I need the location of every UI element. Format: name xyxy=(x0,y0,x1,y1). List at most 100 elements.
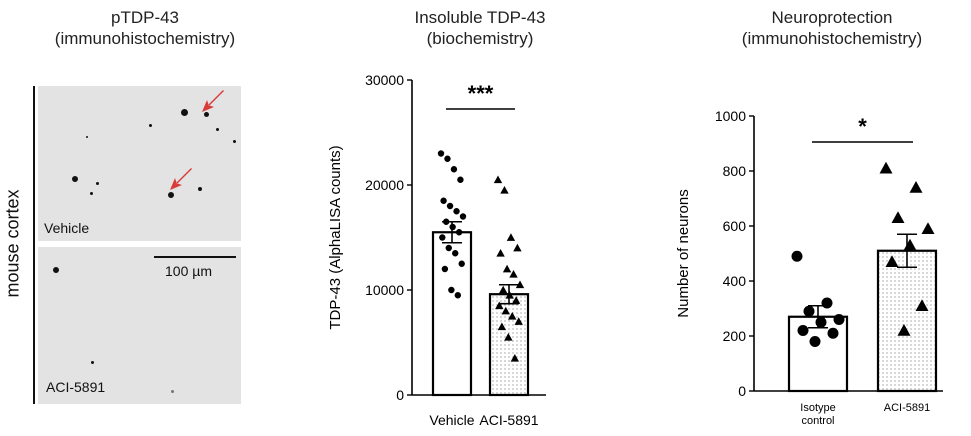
stain-dot xyxy=(168,192,174,198)
stain-dot xyxy=(91,361,94,364)
data-point xyxy=(441,265,449,273)
data-point xyxy=(508,312,517,320)
stain-dot xyxy=(204,112,209,117)
stain-dot xyxy=(171,390,174,393)
data-point xyxy=(797,325,809,336)
data-point xyxy=(833,314,845,325)
panel-c-title: Neuroprotection (immunohistochemistry) xyxy=(707,7,957,49)
data-point xyxy=(803,305,815,317)
data-point xyxy=(885,255,899,267)
panel-b-title-line1: Insoluble TDP-43 xyxy=(414,8,546,27)
x-tick-label: control xyxy=(801,415,834,427)
data-point xyxy=(446,202,454,210)
y-tick-label: 10000 xyxy=(365,282,404,298)
data-point xyxy=(501,306,510,315)
chart-insoluble-tdp43: 0 10000 20000 30000 TDP-43 (AlphaLISA counts… xyxy=(327,72,546,428)
data-point xyxy=(921,222,935,234)
data-point xyxy=(458,260,465,267)
x-tick-label: ACI-5891 xyxy=(884,402,930,414)
data-point xyxy=(448,286,455,294)
data-point xyxy=(459,213,467,220)
panel-a-title: pTDP-43 (immunohistochemistry) xyxy=(20,7,270,49)
stain-dot xyxy=(198,187,202,191)
data-point xyxy=(510,354,520,362)
bar xyxy=(876,249,938,393)
significance-marker: * xyxy=(858,114,867,139)
micrograph-vehicle: Vehicle xyxy=(38,86,241,241)
red-arrow-lower xyxy=(170,168,192,190)
data-point xyxy=(821,297,833,309)
y-tick-label: 1000 xyxy=(715,108,746,124)
scale-bar xyxy=(154,256,236,258)
data-point xyxy=(506,233,516,241)
x-tick-label: Vehicle xyxy=(429,412,474,428)
data-point xyxy=(496,249,505,257)
data-point xyxy=(513,243,522,252)
panel-b-title-line2: (biochemistry) xyxy=(426,29,534,48)
data-point xyxy=(457,176,464,183)
significance-marker: *** xyxy=(468,81,494,106)
bar xyxy=(431,231,473,397)
data-point xyxy=(815,316,827,328)
data-point xyxy=(440,197,447,204)
panel-a-title-line1: pTDP-43 xyxy=(110,8,180,27)
data-point xyxy=(909,181,923,193)
red-arrow-upper xyxy=(202,90,224,112)
data-point xyxy=(450,166,458,173)
data-point xyxy=(791,250,803,262)
panel-a-title-line2: (immunohistochemistry) xyxy=(54,29,236,48)
data-point xyxy=(515,280,525,289)
data-point xyxy=(511,296,521,304)
micrograph-aci: 100 µm ACI-5891 xyxy=(38,247,241,404)
stain-dot xyxy=(216,128,219,131)
scale-bar-label: 100 µm xyxy=(165,263,212,279)
panel-c-title-line2: (immunohistochemistry) xyxy=(741,29,923,48)
data-point xyxy=(455,229,463,236)
x-tick-label: ACI-5891 xyxy=(479,412,538,428)
data-point xyxy=(504,333,513,341)
data-point xyxy=(509,270,518,278)
aci-5891-label: ACI-5891 xyxy=(46,379,106,395)
data-point xyxy=(514,317,523,325)
panel-b-title: Insoluble TDP-43 (biochemistry) xyxy=(350,7,610,49)
arrow-shape xyxy=(170,168,192,190)
y-axis-label: Number of neurons xyxy=(675,189,692,317)
panel-a-side-rule xyxy=(33,86,35,404)
data-point xyxy=(454,292,462,299)
stain-dot xyxy=(90,192,93,195)
stain-dot xyxy=(96,182,99,185)
data-point xyxy=(915,299,929,311)
y-tick-label: 800 xyxy=(723,163,747,179)
y-tick-label: 0 xyxy=(396,387,404,403)
data-point xyxy=(444,155,451,162)
chart-neuroprotection: 0 200 400 600 800 1000 Number of neurons Isotyp… xyxy=(675,108,943,427)
vehicle-label: Vehicle xyxy=(44,220,90,236)
data-point xyxy=(439,234,446,241)
data-point xyxy=(497,322,507,331)
data-point xyxy=(809,336,821,347)
y-tick-label: 0 xyxy=(738,383,746,399)
x-tick-label: Isotype xyxy=(800,402,835,414)
data-point xyxy=(498,285,508,294)
data-point xyxy=(452,250,459,257)
data-point xyxy=(500,186,509,194)
stain-dot xyxy=(53,267,59,273)
data-point xyxy=(891,211,905,223)
data-point xyxy=(897,324,911,336)
data-point xyxy=(445,244,452,252)
data-point xyxy=(453,208,460,215)
data-point xyxy=(437,150,445,157)
data-point xyxy=(493,175,503,184)
panel-c-title-line1: Neuroprotection xyxy=(771,8,893,27)
data-point xyxy=(502,264,512,273)
y-tick-label: 400 xyxy=(723,273,747,289)
mouse-cortex-label: mouse cortex xyxy=(2,189,23,298)
data-point xyxy=(827,327,839,339)
data-point xyxy=(879,161,893,174)
y-tick-label: 30000 xyxy=(365,72,404,88)
bar xyxy=(488,293,530,397)
stain-dot xyxy=(72,176,78,182)
y-tick-label: 600 xyxy=(723,218,747,234)
y-tick-label: 200 xyxy=(723,328,747,344)
stain-dot xyxy=(149,124,152,127)
